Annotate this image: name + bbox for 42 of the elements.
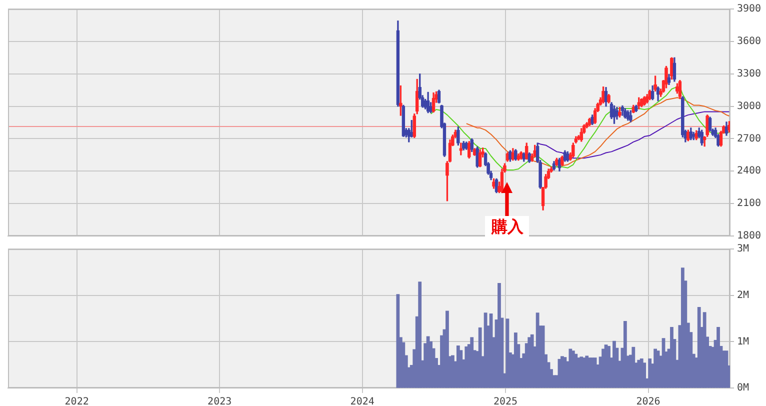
bar	[612, 340, 616, 388]
bar	[396, 294, 400, 388]
annotation: 購入	[485, 216, 530, 238]
x-tick-label: 2026	[636, 396, 660, 406]
y-tick-label: 1800	[737, 230, 762, 242]
candlestick	[634, 104, 638, 112]
candlestick	[612, 105, 616, 124]
y-tick-label: 2700	[737, 133, 762, 144]
x-tick-label: 2023	[208, 396, 232, 406]
candlestick	[650, 85, 654, 100]
candlestick	[700, 130, 704, 146]
y-tick-label: 0M	[737, 382, 750, 394]
candlestick	[470, 138, 474, 152]
candlestick	[456, 126, 460, 146]
candlestick	[620, 105, 624, 116]
bar	[670, 326, 674, 388]
bar	[632, 346, 636, 388]
candlestick	[692, 132, 696, 140]
y-tick-label: 2400	[737, 166, 762, 177]
bar	[418, 282, 422, 388]
y-tick-label: 1M	[737, 336, 750, 348]
candlestick	[628, 110, 632, 122]
candlestick	[514, 149, 518, 161]
bar	[446, 310, 449, 388]
y-tick-label: 3000	[737, 100, 762, 112]
bar	[607, 346, 610, 388]
y-tick-label: 3300	[737, 68, 762, 80]
x-tick-label: 2024	[350, 396, 374, 406]
bar	[716, 326, 720, 388]
candlestick	[396, 20, 400, 107]
bar	[648, 358, 652, 388]
bar	[498, 282, 501, 388]
x-tick-label: 2025	[493, 396, 518, 406]
bar	[642, 362, 646, 388]
y-tick-label: 3900	[737, 4, 762, 15]
y-tick-label: 3M	[737, 244, 750, 255]
candlestick	[402, 104, 406, 137]
x-tick-label: 2022	[64, 396, 89, 406]
y-tick-label: 2M	[737, 290, 750, 301]
y-tick-label: 2100	[737, 198, 762, 210]
candlestick	[689, 128, 693, 140]
y-tick-label: 3600	[737, 36, 762, 48]
